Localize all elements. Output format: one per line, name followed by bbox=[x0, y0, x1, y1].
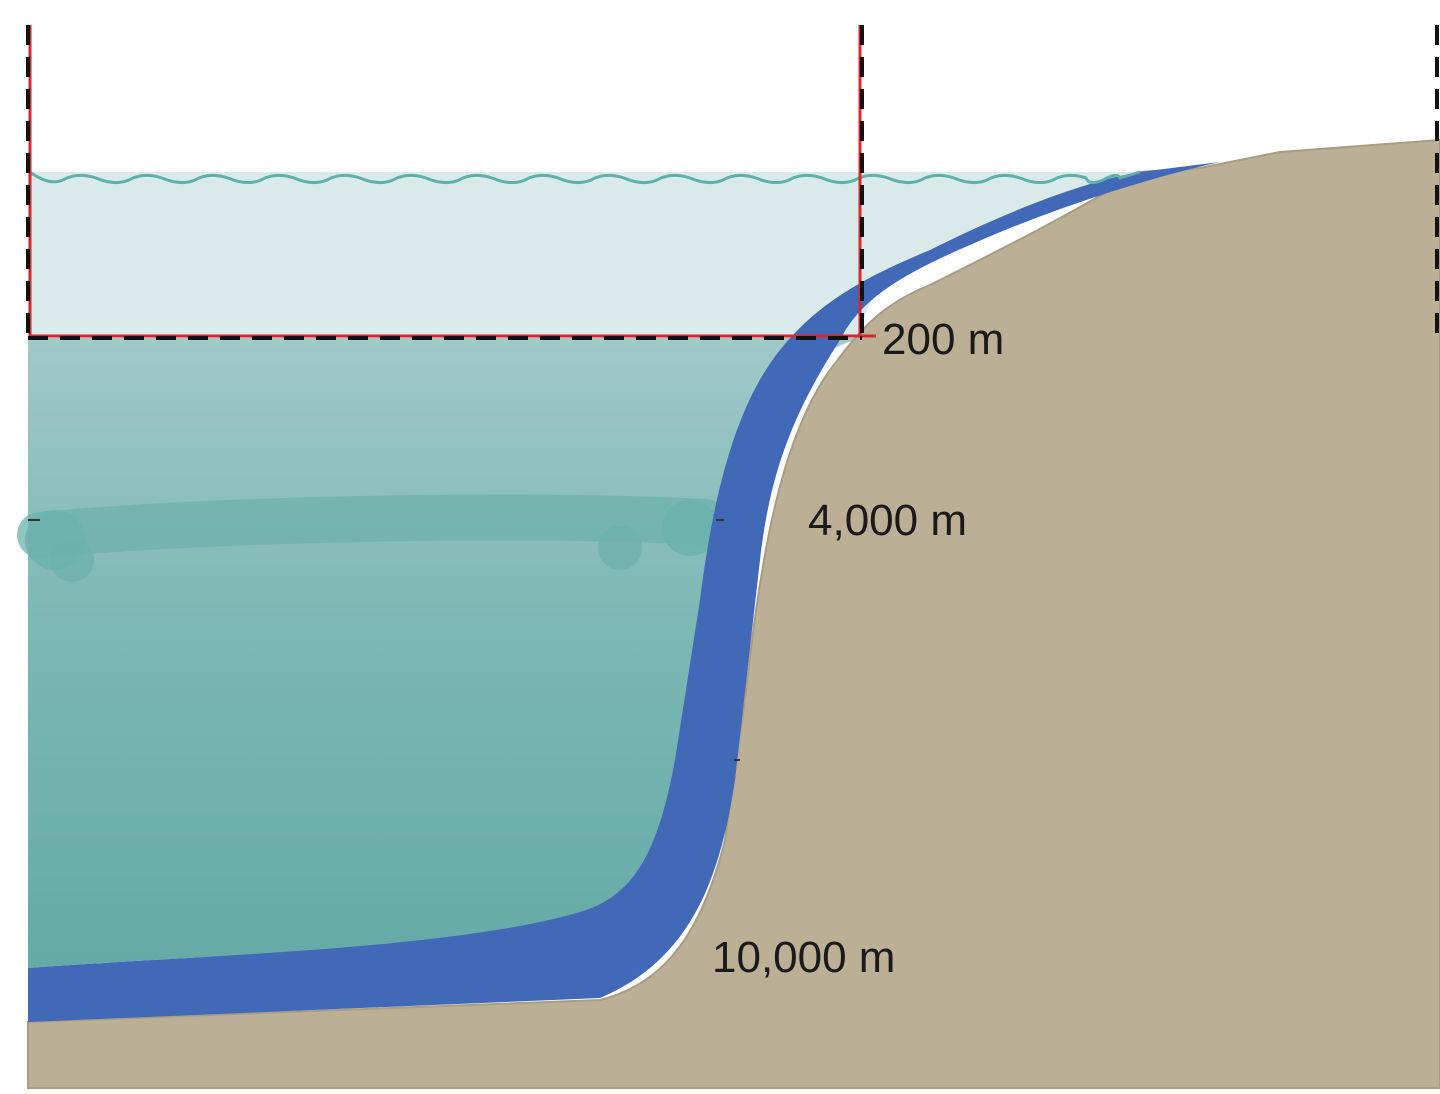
aphotic-water-zone bbox=[28, 338, 860, 968]
depth-label-10000m: 10,000 m bbox=[712, 933, 895, 982]
seafloor-land bbox=[27, 138, 1440, 1089]
ocean-surface-wave bbox=[29, 170, 1141, 185]
depth-band-marker bbox=[17, 494, 728, 558]
band-blob-right bbox=[662, 500, 718, 556]
band-blob-right-lower bbox=[598, 526, 642, 570]
depth-label-200m: 200 m bbox=[882, 315, 1004, 364]
depth-label-4000m: 4,000 m bbox=[808, 496, 967, 545]
band-blob-left-lower bbox=[50, 538, 94, 582]
